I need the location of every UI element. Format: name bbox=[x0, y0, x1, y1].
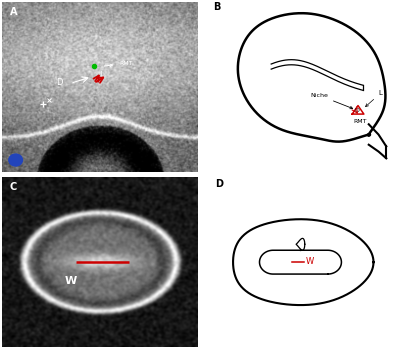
Text: A: A bbox=[10, 7, 17, 17]
Circle shape bbox=[9, 154, 22, 166]
Text: W: W bbox=[305, 257, 314, 266]
Text: RMT: RMT bbox=[353, 119, 367, 124]
Text: D: D bbox=[215, 179, 223, 189]
Text: D: D bbox=[355, 108, 360, 113]
Text: W: W bbox=[64, 276, 77, 286]
Text: D: D bbox=[57, 78, 63, 87]
Text: C: C bbox=[10, 182, 17, 192]
Text: RMT: RMT bbox=[104, 61, 132, 67]
Text: L: L bbox=[100, 71, 104, 80]
Text: L: L bbox=[366, 90, 382, 106]
Text: B: B bbox=[213, 2, 220, 12]
Text: Niche: Niche bbox=[310, 93, 353, 109]
